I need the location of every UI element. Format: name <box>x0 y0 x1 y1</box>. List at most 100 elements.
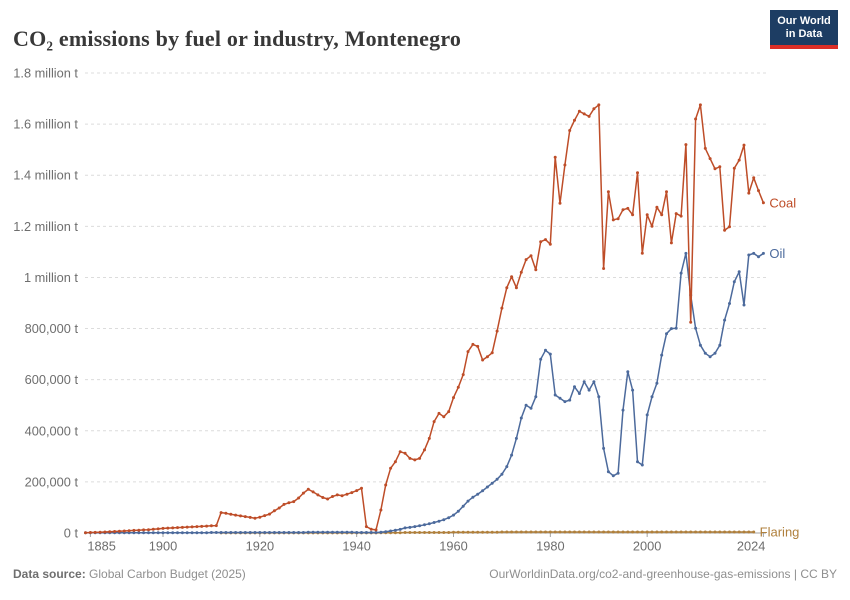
oil-data-point <box>597 395 601 399</box>
oil-data-point <box>568 398 572 402</box>
coal-data-point <box>418 456 422 460</box>
coal-series-line[interactable] <box>84 104 765 534</box>
coal-data-point <box>500 306 504 310</box>
coal-data-point <box>611 218 615 222</box>
coal-data-point <box>185 525 189 529</box>
oil-data-point <box>636 460 639 464</box>
coal-data-point <box>360 486 363 490</box>
flaring-data-point <box>413 531 417 534</box>
owid-logo[interactable]: Our World in Data <box>770 10 838 49</box>
y-axis-tick-label: 1.2 million t <box>13 219 78 234</box>
coal-data-point <box>737 158 741 162</box>
x-axis-tick-label: 1960 <box>439 539 467 554</box>
flaring-data-point <box>500 530 504 534</box>
oil-data-point <box>331 530 334 534</box>
coal-data-point <box>161 526 165 530</box>
flaring-data-point <box>694 530 698 534</box>
coal-data-point <box>447 410 451 414</box>
coal-data-point <box>137 528 141 532</box>
oil-data-point <box>219 531 223 534</box>
oil-data-point <box>548 352 552 356</box>
coal-data-point <box>151 527 155 531</box>
flaring-data-point <box>645 530 649 534</box>
page-title: CO₂ emissions by fuel or industry, Monte… <box>13 25 462 51</box>
y-axis-tick-label: 1 million t <box>24 270 78 285</box>
flaring-data-point <box>524 530 528 534</box>
oil-data-point <box>418 524 422 528</box>
coal-data-point <box>694 117 698 121</box>
coal-data-point <box>437 411 441 415</box>
flaring-data-point <box>398 531 402 535</box>
coal-data-point <box>398 450 402 454</box>
coal-data-point <box>456 385 460 389</box>
flaring-data-point <box>418 531 422 534</box>
oil-data-point <box>147 531 150 535</box>
oil-data-point <box>423 523 426 527</box>
y-axis-tick-label: 800,000 t <box>25 321 79 336</box>
oil-data-point <box>456 509 460 513</box>
oil-data-point <box>185 531 189 535</box>
coal-data-point <box>524 258 528 262</box>
coal-data-point <box>461 373 465 377</box>
oil-data-point <box>360 531 363 534</box>
oil-data-point <box>510 453 514 457</box>
oil-data-point <box>253 531 257 534</box>
flaring-data-point <box>650 530 654 534</box>
coal-data-point <box>476 344 480 348</box>
oil-data-point <box>723 318 727 322</box>
oil-data-point <box>277 531 281 534</box>
flaring-data-point <box>689 530 693 534</box>
coal-data-point <box>350 491 354 495</box>
oil-data-point <box>761 251 765 255</box>
coal-data-point <box>626 206 630 210</box>
coal-data-point <box>582 112 586 116</box>
coal-data-point <box>326 497 330 501</box>
coal-data-point <box>122 529 126 533</box>
oil-data-point <box>195 531 199 535</box>
coal-data-point <box>539 240 543 244</box>
coal-data-point <box>374 528 378 532</box>
coal-data-point <box>761 201 765 205</box>
oil-data-point <box>427 522 431 526</box>
oil-data-point <box>732 280 736 284</box>
oil-data-point <box>669 327 673 331</box>
oil-data-point <box>350 530 354 534</box>
oil-data-point <box>563 400 567 404</box>
coal-data-point <box>88 531 92 534</box>
flaring-data-point <box>432 531 436 534</box>
oil-data-point <box>437 519 441 523</box>
oil-data-point <box>292 531 296 534</box>
owid-logo-line2: in Data <box>785 28 823 40</box>
coal-data-point <box>723 228 727 232</box>
flaring-data-point <box>640 530 644 534</box>
oil-series-line[interactable] <box>84 252 765 534</box>
coal-data-point <box>747 191 751 195</box>
flaring-data-point <box>408 531 412 534</box>
oil-data-point <box>151 531 155 535</box>
coal-data-point <box>606 190 610 194</box>
flaring-data-point <box>495 530 499 534</box>
oil-data-point <box>384 530 388 534</box>
flaring-data-point <box>534 530 538 534</box>
oil-series-label: Oil <box>769 246 785 261</box>
flaring-data-point <box>616 530 620 534</box>
coal-data-point <box>156 527 160 531</box>
oil-data-point <box>229 531 233 534</box>
flaring-data-point <box>587 530 591 534</box>
oil-data-point <box>606 470 610 474</box>
coal-data-point <box>640 251 644 255</box>
credit-link[interactable]: OurWorldinData.org/co2-and-greenhouse-ga… <box>489 567 837 581</box>
coal-data-point <box>645 213 649 217</box>
oil-data-point <box>621 408 625 412</box>
oil-data-point <box>200 531 204 535</box>
oil-data-point <box>321 530 325 534</box>
oil-data-point <box>582 380 586 384</box>
oil-data-point <box>132 531 136 535</box>
oil-data-point <box>316 530 320 534</box>
coal-data-point <box>650 224 654 228</box>
coal-data-point <box>519 270 523 274</box>
flaring-data-point <box>563 530 567 534</box>
x-axis-tick-label: 2024 <box>737 539 765 554</box>
oil-data-point <box>345 530 349 534</box>
